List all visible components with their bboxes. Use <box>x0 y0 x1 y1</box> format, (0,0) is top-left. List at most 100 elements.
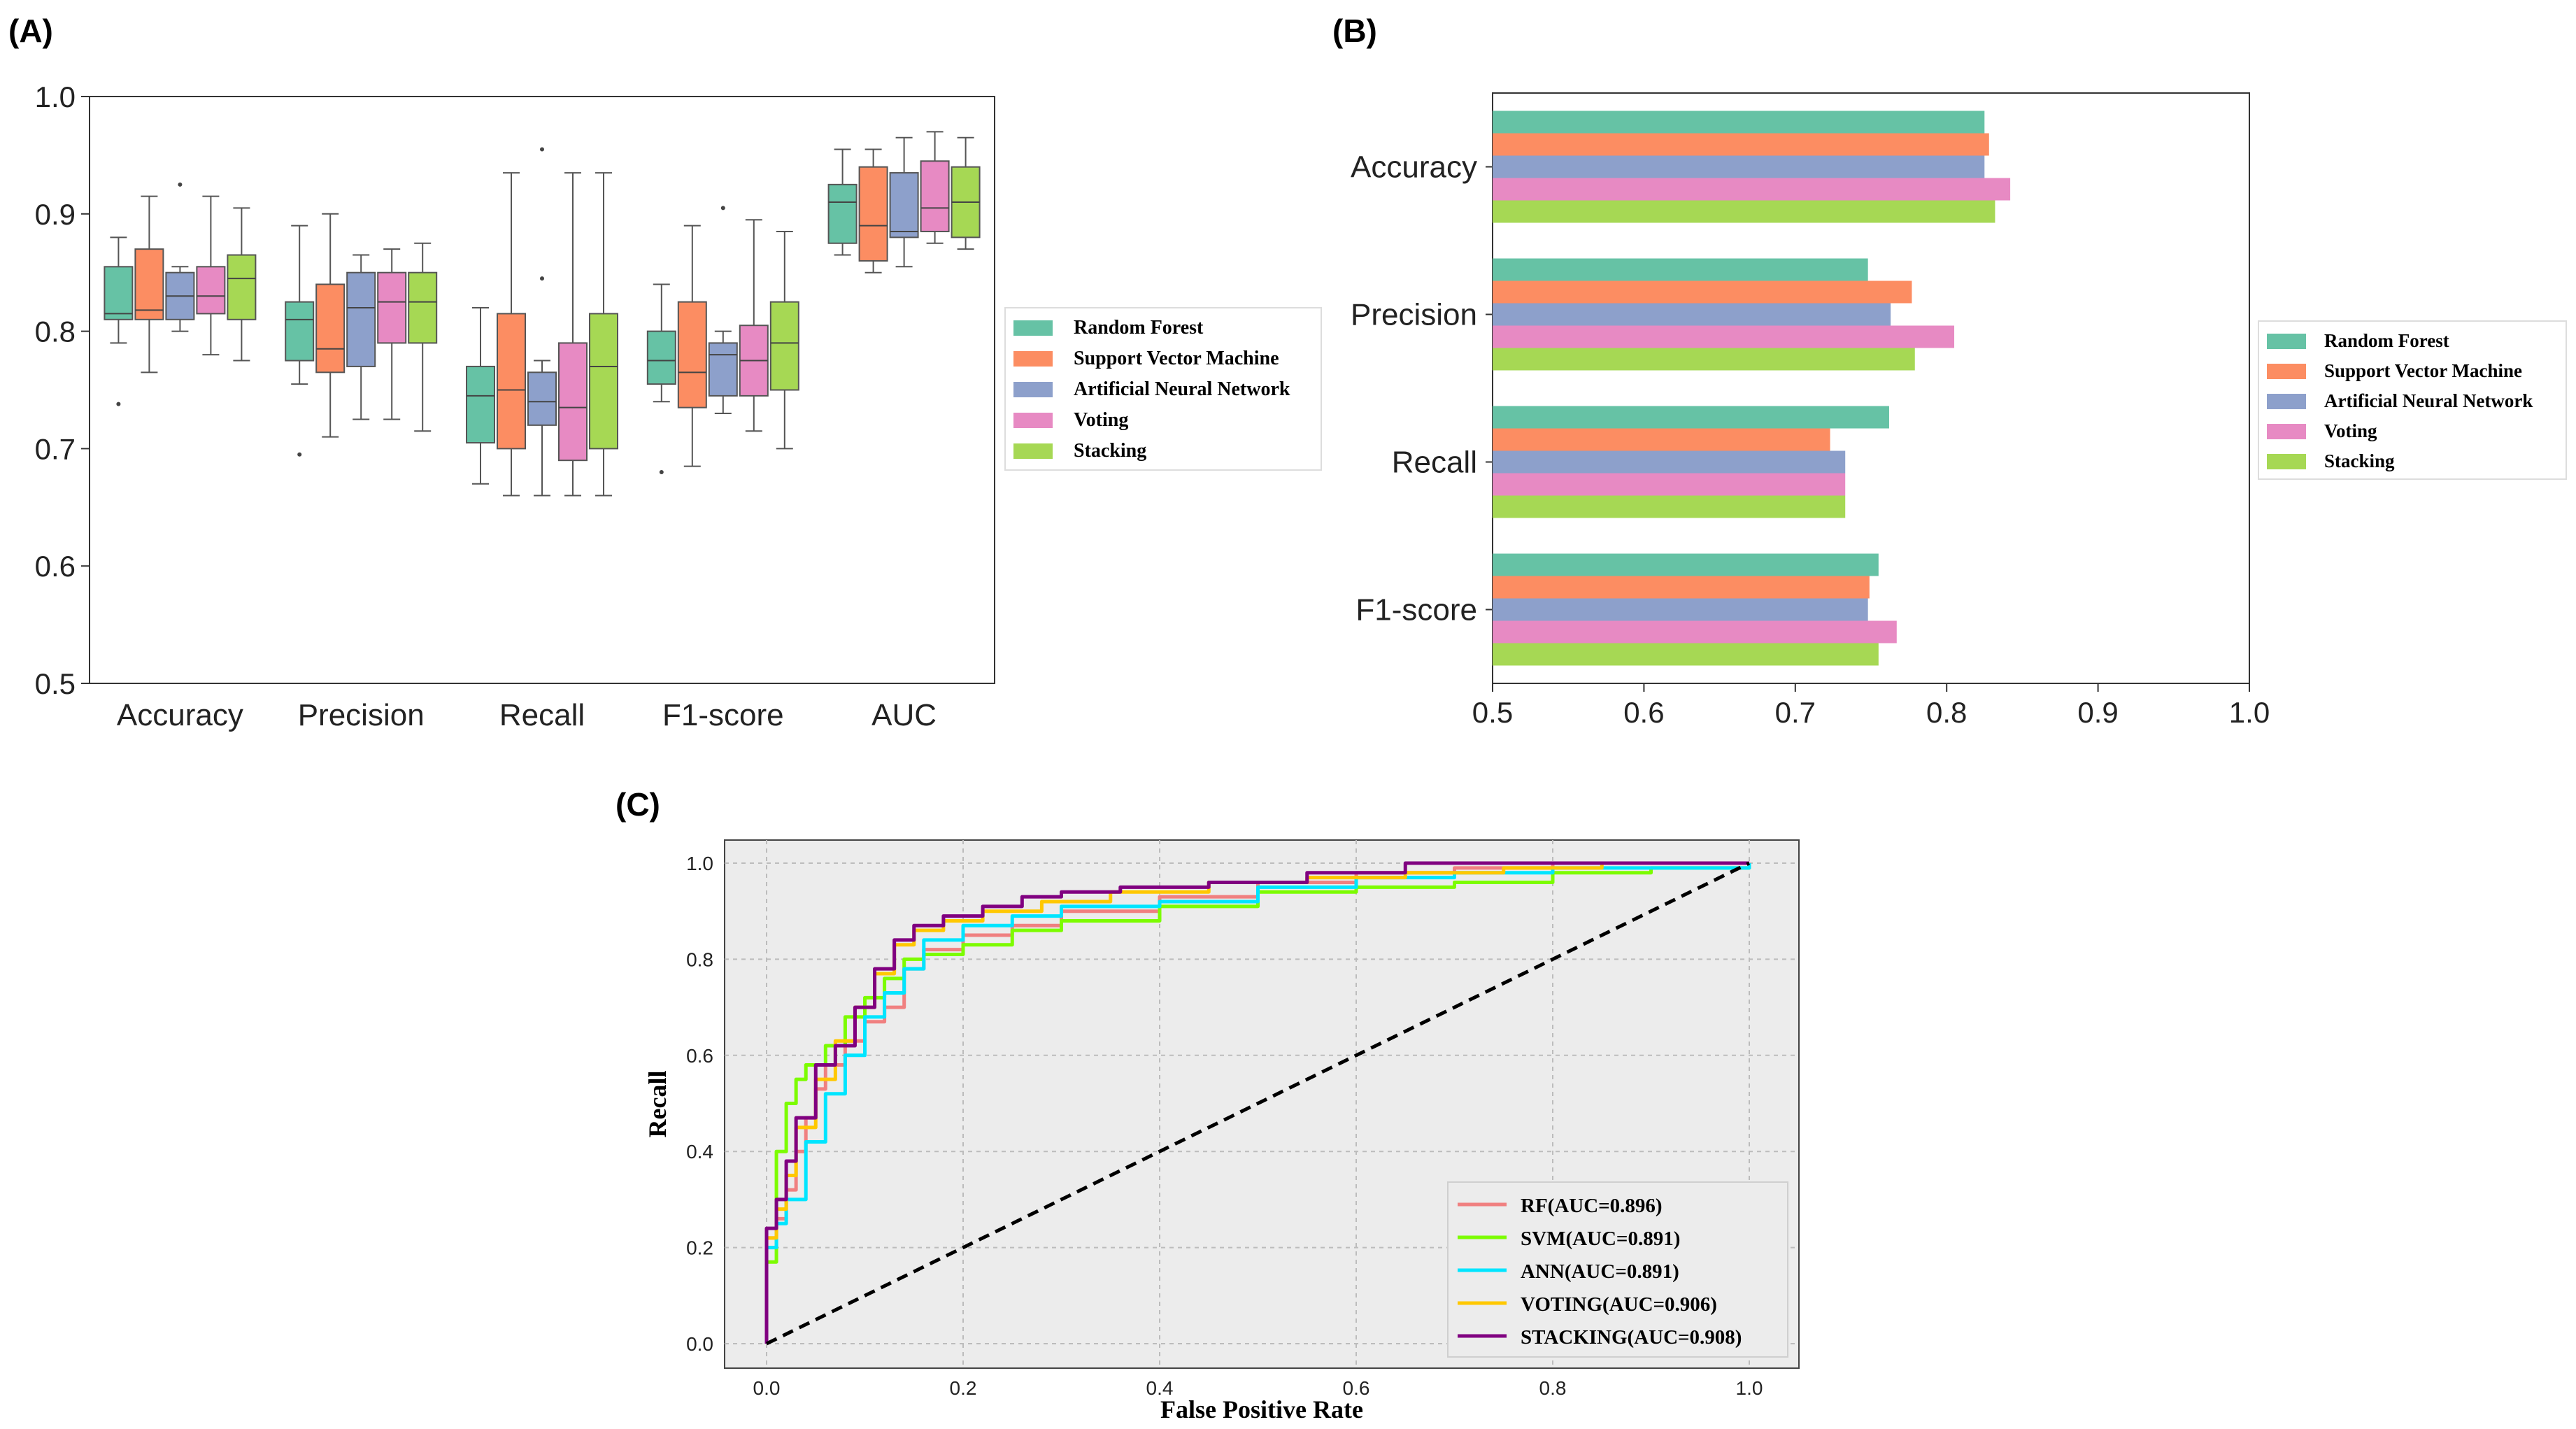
x-tick-label: 0.8 <box>1539 1377 1567 1399</box>
legend-swatch <box>1013 382 1053 397</box>
bar <box>1493 620 1897 644</box>
bar <box>1493 200 1995 223</box>
legend-swatch <box>1013 413 1053 428</box>
box-flier <box>178 182 183 187</box>
legend-swatch <box>1013 351 1053 367</box>
x-tick-label: Accuracy <box>117 698 243 732</box>
y-tick-label: F1-score <box>1355 593 1477 627</box>
legend-label: ANN(AUC=0.891) <box>1521 1260 1679 1283</box>
legend-label: Random Forest <box>1074 317 1204 339</box>
box-body <box>196 266 226 315</box>
box-body <box>889 172 919 239</box>
legend-swatch <box>1013 320 1053 336</box>
legend-label: Artificial Neural Network <box>1074 378 1290 400</box>
box-flier <box>297 452 302 457</box>
box-body <box>134 248 164 320</box>
legend-swatch <box>2267 424 2306 439</box>
x-tick-label: 0.2 <box>950 1377 977 1399</box>
legend-label: Support Vector Machine <box>2324 360 2522 381</box>
box-body <box>769 301 799 391</box>
bar <box>1493 258 1868 281</box>
legend-label: Voting <box>1074 409 1128 431</box>
y-tick-label: 0.5 <box>35 667 76 700</box>
box-body <box>346 271 376 367</box>
box-body <box>827 183 858 244</box>
x-tick-label: Precision <box>298 698 425 732</box>
roc-curve <box>764 861 1749 1344</box>
box-body <box>377 271 407 344</box>
bar <box>1493 495 1846 518</box>
legend-label: Stacking <box>1074 440 1146 462</box>
legend-swatch <box>2267 454 2306 469</box>
x-tick-label: F1-score <box>662 698 784 732</box>
x-tick-label: Recall <box>499 698 585 732</box>
bar <box>1493 553 1879 576</box>
bar <box>1493 598 1868 621</box>
bar <box>1493 428 1830 451</box>
y-tick-label: 0.4 <box>686 1141 713 1163</box>
bar <box>1493 303 1891 326</box>
box-body <box>558 342 588 462</box>
box-body <box>104 266 134 320</box>
legend-label: STACKING(AUC=0.908) <box>1521 1326 1742 1349</box>
x-tick-label: 0.4 <box>1146 1377 1174 1399</box>
box-body <box>646 330 676 385</box>
legend-swatch <box>2267 334 2306 349</box>
legend-swatch <box>2267 394 2306 409</box>
box-flier <box>540 147 544 152</box>
box-body <box>527 371 557 426</box>
legend-box <box>1004 307 1322 471</box>
x-tick-label: AUC <box>871 698 937 732</box>
x-tick-label: 0.8 <box>1926 696 1967 729</box>
y-tick-label: 1.0 <box>686 853 713 874</box>
y-tick-label: 0.9 <box>35 198 76 231</box>
bar <box>1493 576 1870 599</box>
x-tick-label: 0.5 <box>1472 696 1513 729</box>
panel-label: (A) <box>8 13 53 49</box>
x-axis-label: False Positive Rate <box>1160 1395 1363 1423</box>
y-tick-label: 0.6 <box>35 550 76 583</box>
box-body <box>858 166 888 262</box>
panel-a: (A) 0.5 0.6 0.7 0.8 0.9 1.0 Accuracy Precision Re… <box>8 13 1322 732</box>
legend-swatch <box>1013 443 1053 459</box>
box-body <box>677 301 707 408</box>
legend-label: Voting <box>2324 420 2377 441</box>
x-tick-label: 0.9 <box>2077 696 2118 729</box>
panel-label: (B) <box>1332 13 1377 49</box>
y-tick-label: 0.7 <box>35 432 76 465</box>
y-tick-label: 0.2 <box>686 1237 713 1259</box>
legend-label: Artificial Neural Network <box>2324 390 2533 411</box>
x-tick-label: 0.6 <box>1623 696 1664 729</box>
bar <box>1493 325 1955 348</box>
y-axis-label: Recall <box>643 1071 671 1138</box>
bar <box>1493 111 1985 134</box>
y-tick-label: 0.8 <box>35 315 76 348</box>
legend-label: SVM(AUC=0.891) <box>1521 1228 1680 1250</box>
bar <box>1493 155 1985 178</box>
box-body <box>497 313 526 450</box>
box-body <box>708 342 738 397</box>
box-body <box>466 365 495 444</box>
box-body <box>408 271 438 344</box>
y-tick-label: Accuracy <box>1351 150 1477 185</box>
bar <box>1493 450 1846 474</box>
roc-curve <box>764 863 1751 1344</box>
box-flier <box>659 469 664 474</box>
bar <box>1493 178 2011 201</box>
x-tick-label: 1.0 <box>2229 696 2270 729</box>
x-tick-label: 1.0 <box>1736 1377 1763 1399</box>
y-tick-label: 1.0 <box>35 80 76 113</box>
legend-box <box>2258 320 2567 480</box>
box-body <box>227 254 257 320</box>
legend-label: Stacking <box>2324 450 2395 471</box>
x-tick-label: 0.0 <box>753 1377 781 1399</box>
box-body <box>920 160 950 232</box>
box-flier <box>720 206 725 211</box>
legend-label: Support Vector Machine <box>1074 348 1279 369</box>
legend-swatch <box>2267 364 2306 379</box>
y-tick-label: 0.6 <box>686 1045 713 1067</box>
panel-c: (C) 0.0 0.2 0.4 0.6 0.8 1.0 0.0 0.2 0.4 0.6 0.8 1.0 F… <box>615 786 1800 1423</box>
legend-label: Random Forest <box>2324 330 2449 351</box>
panel-label: (C) <box>615 786 660 823</box>
